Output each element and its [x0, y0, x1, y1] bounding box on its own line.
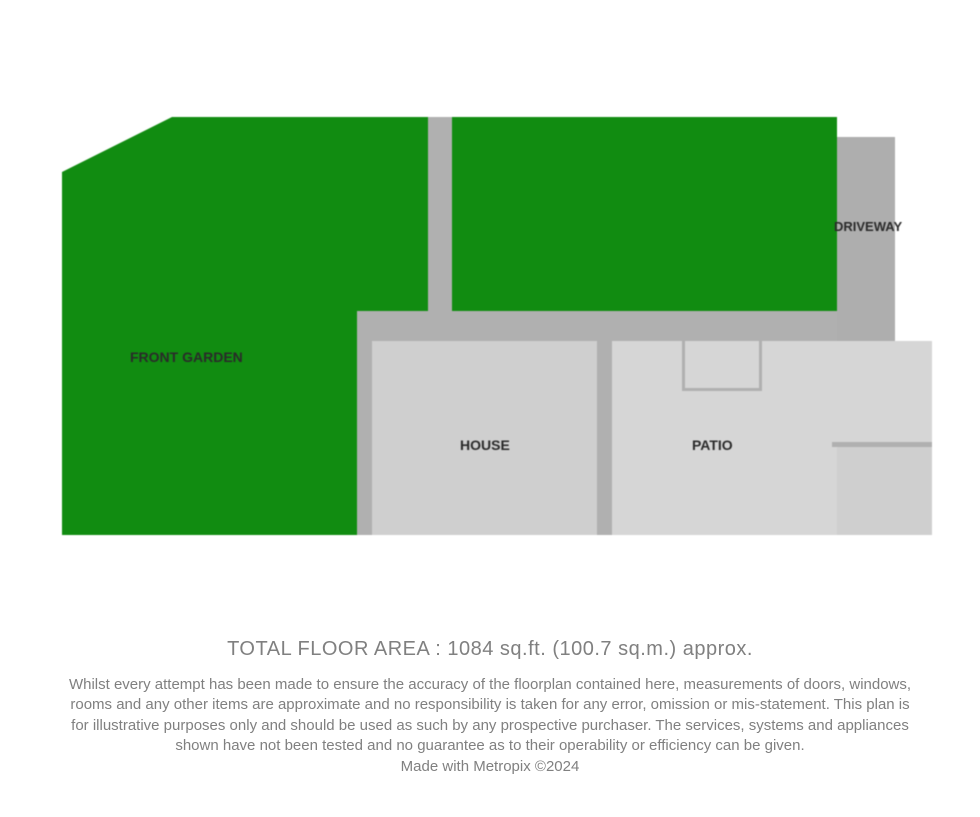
credit-text: Made with Metropix ©2024	[0, 758, 980, 775]
floorplan: FRONT GARDEN HOUSE PATIO DRIVEWAY	[62, 117, 932, 535]
patio-back-border	[597, 311, 837, 341]
right-block-area	[837, 447, 932, 535]
driveway-area	[837, 137, 895, 341]
house-label: HOUSE	[460, 437, 510, 453]
patio-alcove	[682, 341, 762, 391]
driveway-label: DRIVEWAY	[834, 219, 902, 234]
total-area-title: TOTAL FLOOR AREA : 1084 sq.ft. (100.7 sq…	[0, 638, 980, 661]
patio-label: PATIO	[692, 437, 733, 453]
garden-divider	[428, 117, 452, 311]
front-garden-label: FRONT GARDEN	[130, 349, 243, 365]
disclaimer-text: Whilst every attempt has been made to en…	[0, 675, 980, 756]
footer: TOTAL FLOOR AREA : 1084 sq.ft. (100.7 sq…	[0, 638, 980, 775]
